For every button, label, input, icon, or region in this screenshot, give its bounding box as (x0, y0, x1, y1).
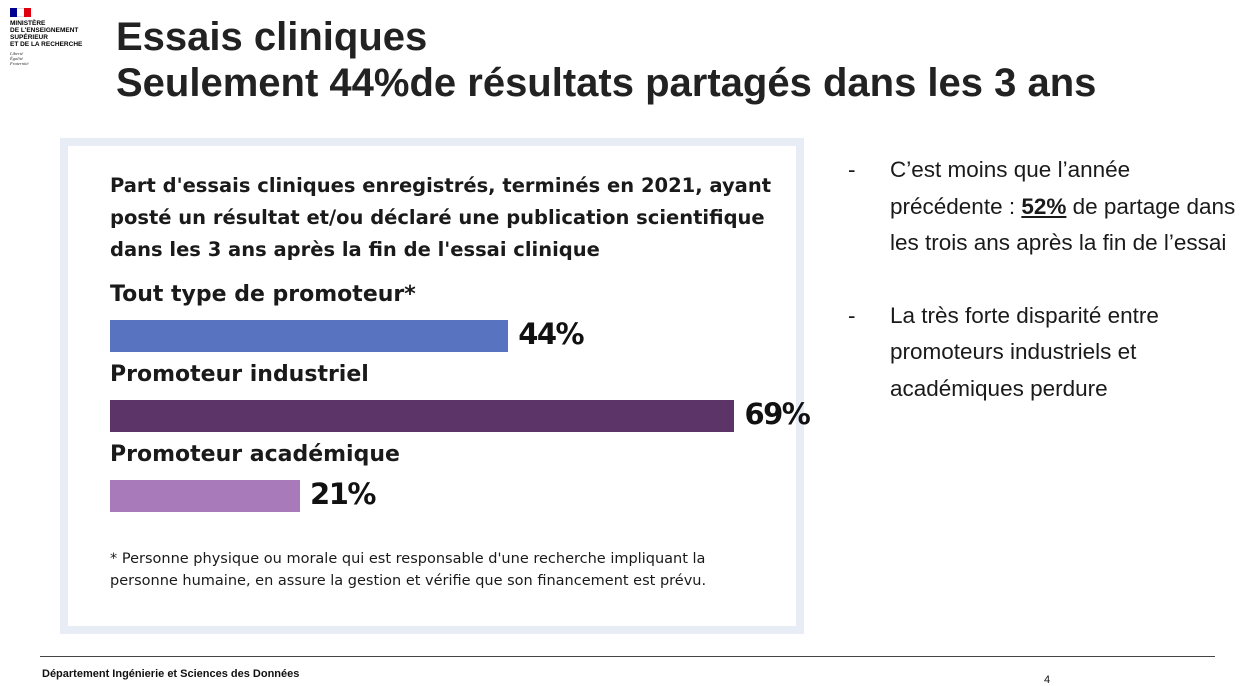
bullet-text: La très forte disparité entre promoteurs… (890, 302, 1159, 401)
value-label: 44% (518, 317, 584, 351)
bullet-item: - La très forte disparité entre promoteu… (848, 298, 1243, 408)
chart-card: Part d'essais cliniques enregistrés, ter… (60, 138, 811, 634)
french-flag-icon (10, 8, 31, 17)
bar (110, 320, 509, 352)
flag-white-stripe (17, 8, 24, 17)
slide-title: Essais cliniques Seulement 44%de résulta… (116, 14, 1096, 106)
bullet-dash: - (848, 302, 856, 328)
page-number: 4 (1044, 674, 1051, 686)
category-label: Promoteur académique (110, 442, 400, 467)
flag-blue-stripe (10, 8, 17, 17)
republic-motto: Liberté Égalité Fraternité (10, 51, 29, 66)
chart-panel: Part d'essais cliniques enregistrés, ter… (68, 146, 811, 626)
ministry-name: MINISTÈRE DE L'ENSEIGNEMENT SUPÉRIEUR ET… (10, 20, 83, 48)
bar (110, 480, 301, 512)
bullet-text: C’est moins que l’année précédente : 52%… (890, 152, 1243, 262)
category-label: Promoteur industriel (110, 362, 369, 387)
value-label: 69% (744, 397, 810, 431)
bullet-item: - C’est moins que l’année précédente : 5… (848, 152, 1243, 262)
bullet-text-part: C’est moins que l’année précédente : (890, 157, 1131, 219)
highlight-value: 52% (1021, 193, 1067, 219)
slide-title-line1: Essais cliniques (116, 15, 428, 59)
slide-title-line2: Seulement 44%de résultats partagés dans … (116, 61, 1097, 105)
value-label: 21% (310, 477, 376, 511)
category-label: Tout type de promoteur* (110, 282, 416, 307)
chart-title: Part d'essais cliniques enregistrés, ter… (110, 174, 772, 261)
flag-red-stripe (24, 8, 31, 17)
bullet-text-part: de partage dans les trois ans après la f… (890, 193, 1236, 256)
bar (110, 400, 735, 432)
ministry-logo: MINISTÈRE DE L'ENSEIGNEMENT SUPÉRIEUR ET… (10, 8, 110, 66)
footer-divider (40, 656, 1215, 657)
bullet-list: - C’est moins que l’année précédente : 5… (848, 152, 1243, 443)
footer-department: Département Ingénierie et Sciences des D… (42, 668, 300, 680)
chart-footnote: * Personne physique ou morale qui est re… (110, 551, 707, 589)
bullet-dash: - (848, 157, 856, 182)
